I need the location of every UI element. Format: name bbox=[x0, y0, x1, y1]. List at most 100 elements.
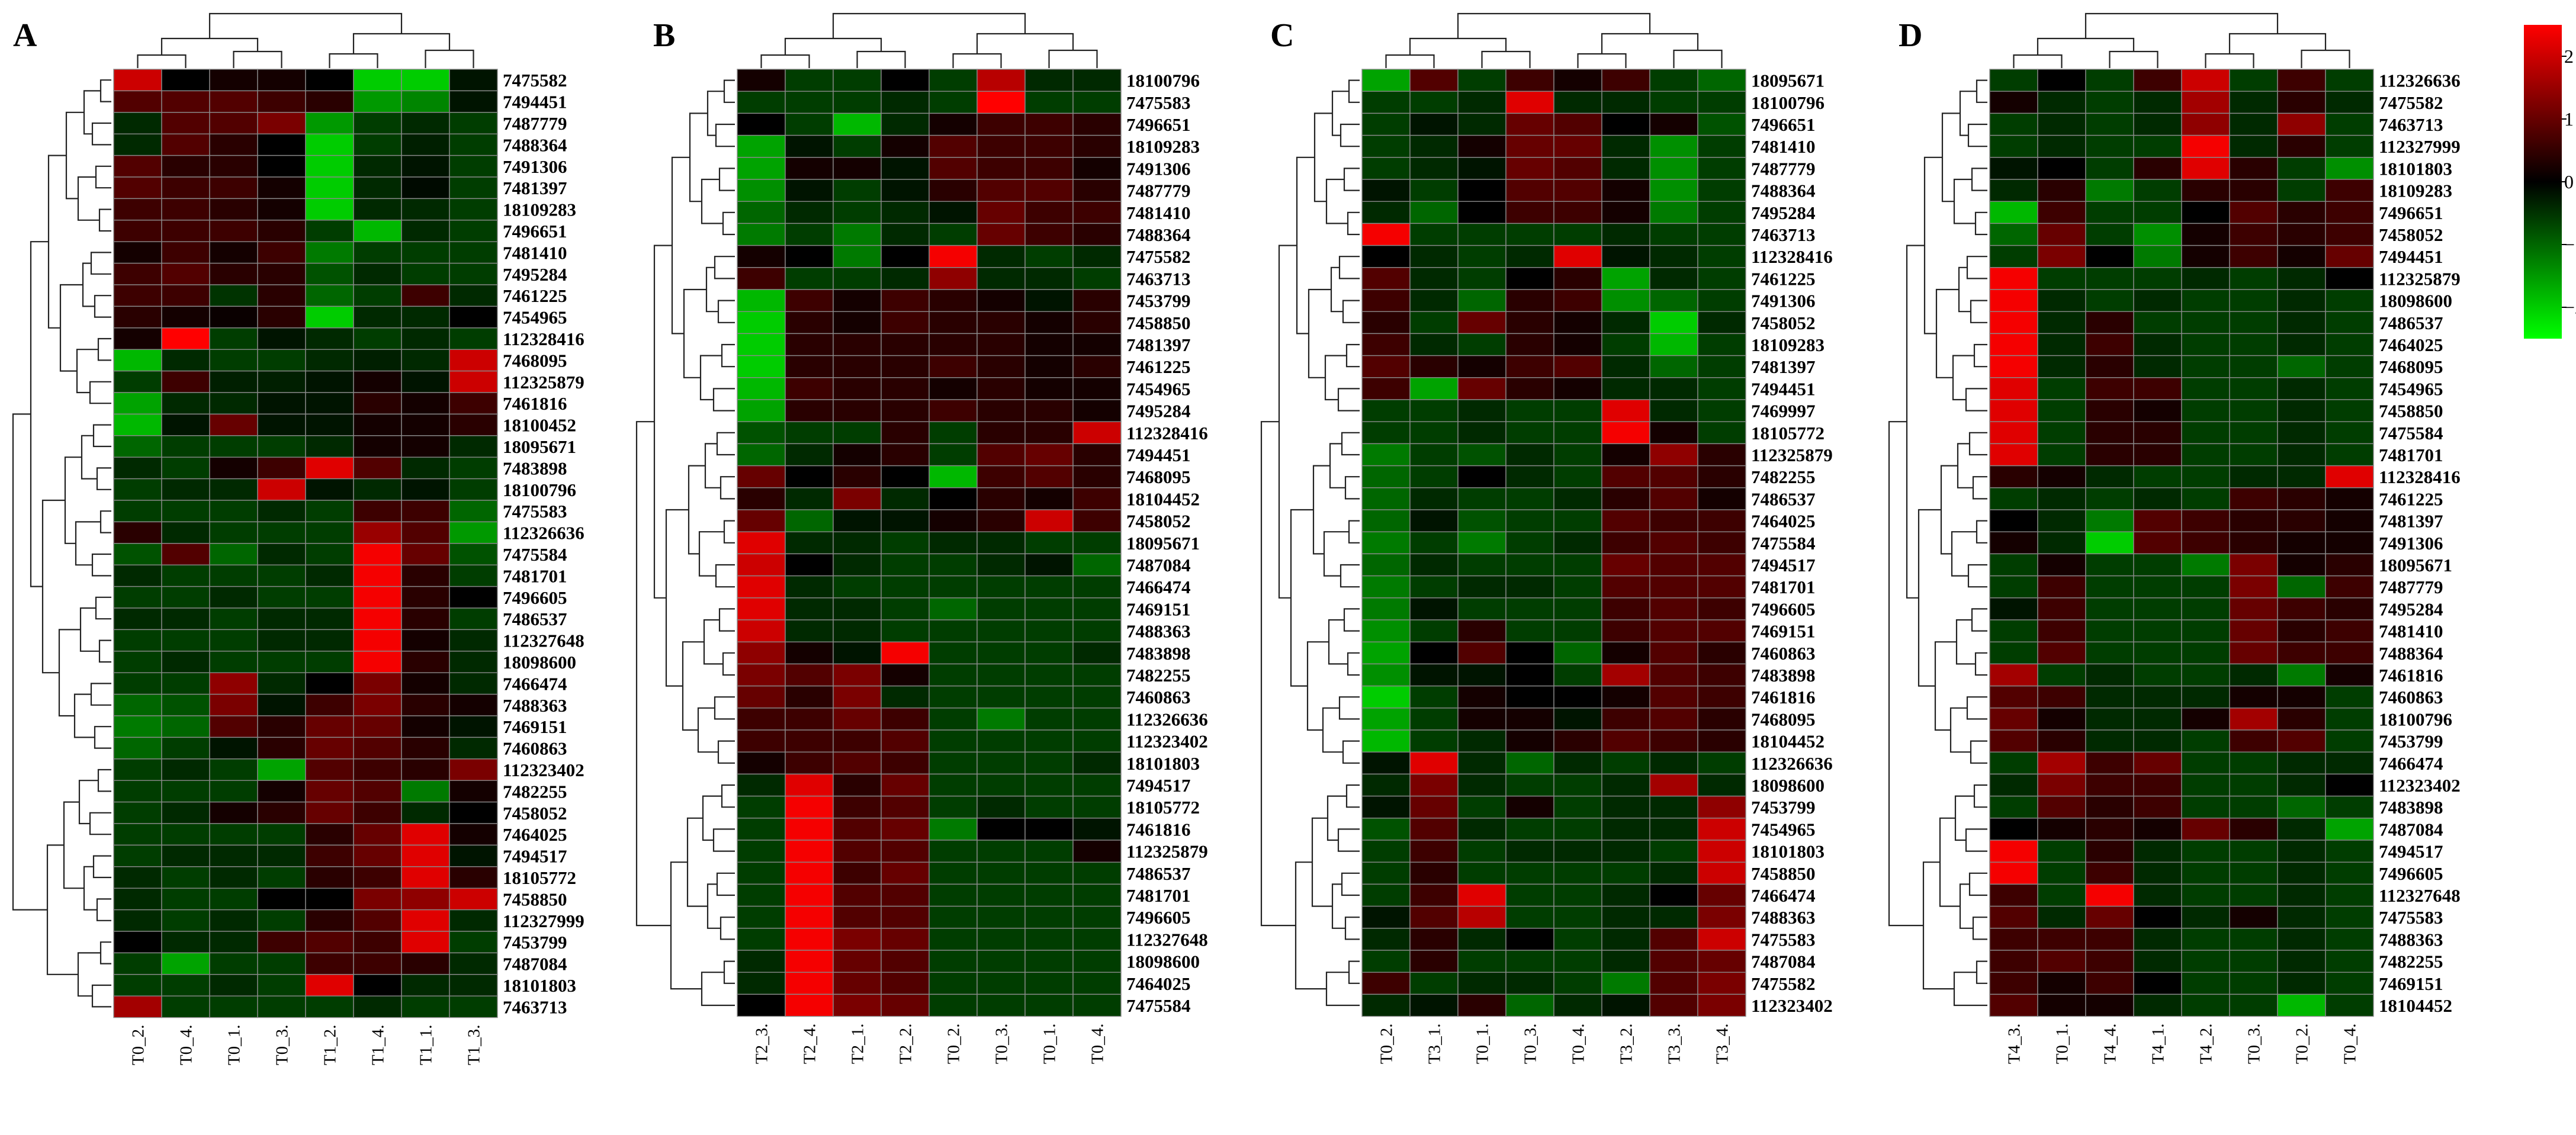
row-dendrogram-branch bbox=[1340, 564, 1360, 588]
heatmap-cell bbox=[1457, 465, 1507, 488]
heatmap-cell bbox=[401, 198, 450, 221]
heatmap-cell bbox=[2181, 708, 2230, 731]
heatmap-cell bbox=[1989, 773, 2038, 797]
heatmap-cell bbox=[1601, 597, 1650, 620]
row-label: 7491306 bbox=[503, 156, 567, 177]
heatmap-cell bbox=[977, 289, 1026, 312]
heatmap-cell bbox=[1409, 818, 1459, 841]
heatmap-cell bbox=[1457, 487, 1507, 510]
heatmap-cell bbox=[209, 90, 258, 113]
heatmap-cell bbox=[401, 327, 450, 350]
row-dendrogram-branch bbox=[98, 639, 111, 663]
heatmap-cell bbox=[353, 844, 402, 867]
row-label: 112326636 bbox=[2379, 70, 2461, 91]
heatmap-cell bbox=[1409, 377, 1459, 400]
heatmap-cell bbox=[785, 685, 834, 709]
row-label: 7488363 bbox=[2379, 929, 2443, 950]
row-label: 7461816 bbox=[2379, 665, 2443, 686]
row-label: 7487084 bbox=[2379, 819, 2443, 840]
heatmap-cell bbox=[1697, 928, 1746, 951]
heatmap-cell bbox=[881, 487, 930, 510]
heatmap-cell bbox=[113, 220, 162, 242]
heatmap-cell bbox=[449, 284, 498, 307]
row-label: 18109283 bbox=[503, 200, 576, 220]
row-label: 18100796 bbox=[1126, 70, 1200, 91]
heatmap-cell bbox=[1361, 950, 1411, 973]
heatmap-cell bbox=[1649, 465, 1698, 488]
heatmap-cell bbox=[1457, 69, 1507, 92]
heatmap-cell bbox=[1553, 928, 1602, 951]
heatmap-cell bbox=[161, 564, 210, 587]
heatmap-cell bbox=[881, 993, 930, 1017]
heatmap-cell bbox=[1601, 751, 1650, 775]
heatmap-cell bbox=[209, 672, 258, 695]
heatmap-cell bbox=[1553, 818, 1602, 841]
heatmap-cell bbox=[1505, 311, 1554, 335]
heatmap-cell bbox=[1697, 663, 1746, 687]
heatmap-cell bbox=[2277, 663, 2326, 687]
row-dendrogram-branch bbox=[715, 123, 735, 147]
heatmap-cell bbox=[1505, 509, 1554, 532]
row-dendrogram-branch bbox=[653, 245, 672, 599]
heatmap-cell bbox=[353, 801, 402, 824]
heatmap-cell bbox=[1553, 751, 1602, 775]
heatmap-cell bbox=[2229, 597, 2278, 620]
heatmap-cell bbox=[2277, 487, 2326, 510]
heatmap-cell bbox=[833, 157, 882, 180]
heatmap-cell bbox=[1697, 465, 1746, 488]
heatmap-cell bbox=[737, 134, 786, 158]
heatmap-cell bbox=[1024, 619, 1074, 642]
heatmap-cell bbox=[977, 663, 1026, 687]
heatmap-cell bbox=[1553, 531, 1602, 555]
heatmap-cell bbox=[2085, 619, 2134, 642]
heatmap-cell bbox=[2277, 685, 2326, 709]
heatmap-cell bbox=[1649, 487, 1698, 510]
heatmap-cell bbox=[1024, 729, 1074, 753]
heatmap-cell bbox=[881, 333, 930, 356]
heatmap-cell bbox=[1989, 245, 2038, 268]
heatmap-cell bbox=[1697, 112, 1746, 136]
heatmap-cell bbox=[785, 421, 834, 445]
heatmap-cell bbox=[2133, 905, 2182, 929]
heatmap-cell bbox=[1697, 134, 1746, 158]
heatmap-cell bbox=[1697, 157, 1746, 180]
heatmap-cell bbox=[1989, 112, 2038, 136]
heatmap-cell bbox=[1072, 531, 1122, 555]
heatmap-cell bbox=[2085, 311, 2134, 335]
heatmap-cell bbox=[2277, 377, 2326, 400]
heatmap-cell bbox=[1553, 708, 1602, 731]
heatmap-cell bbox=[737, 289, 786, 312]
row-label: 7458850 bbox=[1751, 863, 1816, 884]
column-dendrogram-branch bbox=[1048, 49, 1098, 68]
heatmap-cell bbox=[2325, 818, 2374, 841]
heatmap-cell bbox=[2133, 972, 2182, 995]
heatmap-cell bbox=[1649, 928, 1698, 951]
heatmap-cell bbox=[1361, 840, 1411, 863]
heatmap-cell bbox=[353, 715, 402, 738]
heatmap-cell bbox=[929, 575, 978, 599]
heatmap-cell bbox=[785, 840, 834, 863]
row-dendrogram-branch bbox=[671, 156, 690, 335]
heatmap-cell bbox=[737, 267, 786, 290]
heatmap-cell bbox=[1601, 289, 1650, 312]
row-label: 7495284 bbox=[1126, 401, 1191, 422]
heatmap-cell bbox=[1553, 729, 1602, 753]
heatmap-cell bbox=[1409, 751, 1459, 775]
heatmap-cell bbox=[353, 500, 402, 523]
row-dendrogram-branch bbox=[1939, 817, 1960, 907]
heatmap-cell bbox=[929, 201, 978, 224]
heatmap-cell bbox=[1024, 751, 1074, 775]
heatmap-cell bbox=[833, 751, 882, 775]
row-dendrogram-branch bbox=[1260, 421, 1296, 927]
column-dendrogram-branch bbox=[2205, 53, 2254, 68]
heatmap-cell bbox=[833, 531, 882, 555]
heatmap-cell bbox=[353, 780, 402, 803]
heatmap-cell bbox=[833, 905, 882, 929]
row-label: 7461225 bbox=[1751, 268, 1816, 289]
heatmap-cell bbox=[1649, 112, 1698, 136]
heatmap-cell bbox=[1024, 531, 1074, 555]
heatmap-cell bbox=[2229, 773, 2278, 797]
column-label: T2_1. bbox=[849, 1024, 868, 1064]
heatmap-cell bbox=[1409, 333, 1459, 356]
heatmap-cell bbox=[2229, 663, 2278, 687]
